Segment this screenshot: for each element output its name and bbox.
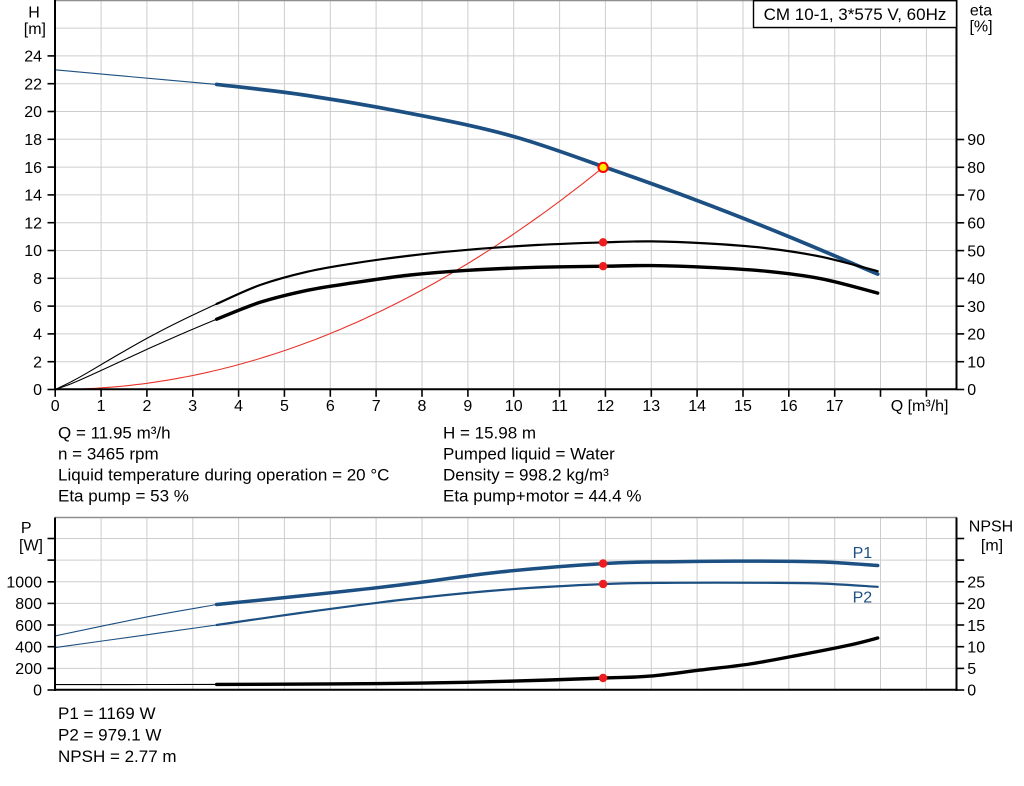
svg-text:70: 70 — [967, 188, 985, 205]
svg-text:eta: eta — [970, 3, 992, 20]
svg-text:Eta pump = 53 %: Eta pump = 53 % — [58, 487, 189, 506]
svg-text:3: 3 — [188, 398, 197, 415]
svg-text:11: 11 — [551, 398, 568, 415]
svg-text:20: 20 — [967, 327, 985, 344]
svg-text:22: 22 — [24, 76, 42, 93]
svg-text:2: 2 — [142, 398, 151, 415]
svg-text:4: 4 — [234, 398, 243, 415]
svg-text:P: P — [21, 520, 32, 537]
svg-text:40: 40 — [967, 271, 985, 288]
svg-text:10: 10 — [505, 398, 523, 415]
svg-text:60: 60 — [967, 216, 985, 233]
svg-text:24: 24 — [24, 49, 42, 66]
svg-text:200: 200 — [15, 661, 42, 678]
svg-text:0: 0 — [967, 683, 976, 700]
svg-text:12: 12 — [597, 398, 615, 415]
svg-text:Q = 11.95 m³/h: Q = 11.95 m³/h — [58, 424, 171, 443]
svg-text:NPSH = 2.77 m: NPSH = 2.77 m — [58, 747, 177, 766]
svg-text:20: 20 — [967, 596, 985, 613]
svg-text:13: 13 — [642, 398, 660, 415]
svg-text:25: 25 — [967, 574, 985, 591]
svg-text:7: 7 — [372, 398, 381, 415]
svg-text:18: 18 — [24, 132, 42, 149]
svg-text:20: 20 — [24, 104, 42, 121]
svg-text:4: 4 — [33, 327, 42, 344]
svg-text:16: 16 — [24, 160, 42, 177]
svg-text:1000: 1000 — [6, 574, 42, 591]
svg-text:H = 15.98 m: H = 15.98 m — [443, 424, 536, 443]
svg-text:Density = 998.2 kg/m³: Density = 998.2 kg/m³ — [443, 466, 609, 485]
svg-text:6: 6 — [33, 299, 42, 316]
svg-text:Pumped liquid = Water: Pumped liquid = Water — [443, 445, 615, 464]
svg-text:NPSH: NPSH — [969, 519, 1013, 536]
svg-text:600: 600 — [15, 618, 42, 635]
svg-text:8: 8 — [418, 398, 427, 415]
svg-text:0: 0 — [33, 382, 42, 399]
svg-text:50: 50 — [967, 243, 985, 260]
svg-text:[m]: [m] — [981, 538, 1003, 555]
svg-text:Eta pump+motor = 44.4 %: Eta pump+motor = 44.4 % — [443, 487, 641, 506]
svg-text:15: 15 — [967, 618, 985, 635]
svg-text:10: 10 — [967, 354, 985, 371]
svg-text:17: 17 — [826, 398, 844, 415]
svg-text:[%]: [%] — [969, 19, 992, 36]
svg-text:P2: P2 — [853, 589, 873, 606]
svg-text:8: 8 — [33, 271, 42, 288]
svg-text:12: 12 — [24, 215, 42, 232]
svg-text:n = 3465 rpm: n = 3465 rpm — [58, 445, 159, 464]
svg-text:[m]: [m] — [24, 21, 46, 38]
svg-text:30: 30 — [967, 299, 985, 316]
svg-text:14: 14 — [688, 398, 706, 415]
svg-text:Liquid temperature during oper: Liquid temperature during operation = 20… — [58, 466, 389, 485]
svg-text:10: 10 — [967, 639, 985, 656]
svg-text:90: 90 — [967, 132, 985, 149]
svg-text:5: 5 — [967, 661, 976, 678]
svg-text:80: 80 — [967, 160, 985, 177]
svg-text:16: 16 — [780, 398, 798, 415]
svg-text:P1: P1 — [853, 545, 873, 562]
svg-text:14: 14 — [24, 188, 42, 205]
svg-text:6: 6 — [326, 398, 335, 415]
svg-text:800: 800 — [15, 596, 42, 613]
svg-text:P2 = 979.1 W: P2 = 979.1 W — [58, 726, 161, 745]
svg-text:Q [m³/h]: Q [m³/h] — [891, 398, 949, 415]
svg-text:10: 10 — [24, 243, 42, 260]
svg-text:0: 0 — [967, 382, 976, 399]
svg-text:2: 2 — [33, 354, 42, 371]
svg-text:P1 = 1169 W: P1 = 1169 W — [58, 704, 156, 723]
svg-text:H: H — [28, 5, 40, 22]
svg-text:CM 10-1, 3*575 V, 60Hz: CM 10-1, 3*575 V, 60Hz — [764, 5, 947, 24]
svg-text:400: 400 — [15, 639, 42, 656]
svg-text:15: 15 — [734, 398, 752, 415]
svg-text:5: 5 — [280, 398, 289, 415]
svg-text:0: 0 — [33, 683, 42, 700]
svg-text:1: 1 — [97, 398, 106, 415]
svg-text:0: 0 — [51, 398, 60, 415]
svg-text:9: 9 — [463, 398, 472, 415]
svg-text:[W]: [W] — [19, 538, 43, 555]
